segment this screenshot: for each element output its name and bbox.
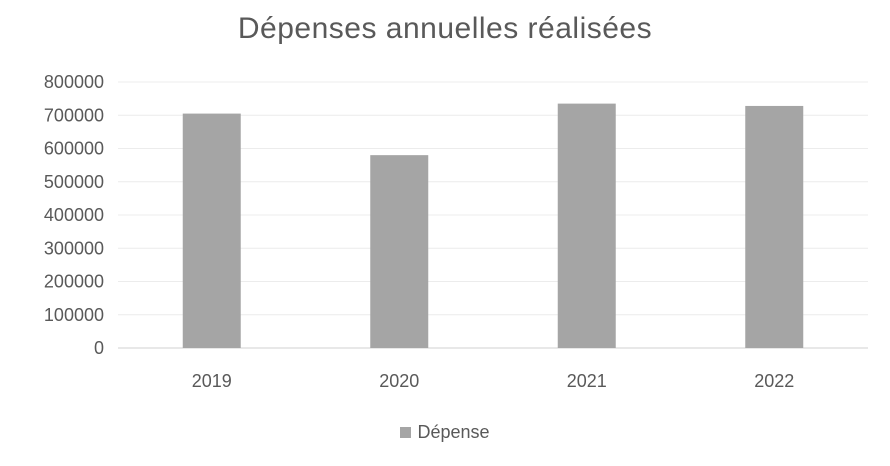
y-tick-label: 600000 [44, 139, 104, 159]
bar-2020 [370, 155, 429, 348]
y-tick-label: 100000 [44, 305, 104, 325]
x-tick-label: 2022 [754, 371, 794, 391]
y-tick-label: 700000 [44, 105, 104, 125]
x-tick-label: 2019 [192, 371, 232, 391]
chart-title: Dépenses annuelles réalisées [237, 12, 653, 45]
y-tick-label: 300000 [44, 238, 104, 258]
legend: Dépense [0, 422, 890, 443]
x-tick-label: 2021 [567, 371, 607, 391]
bar-2022 [745, 105, 804, 348]
bar-2019 [182, 113, 241, 349]
y-tick-label: 400000 [44, 205, 104, 225]
legend-swatch [400, 427, 412, 438]
x-tick-label: 2020 [379, 371, 419, 391]
y-tick-label: 200000 [44, 272, 104, 292]
y-tick-label: 0 [94, 338, 104, 358]
y-tick-label: 800000 [44, 72, 104, 92]
legend-label: Dépense [417, 422, 490, 442]
bar-2021 [557, 103, 616, 348]
y-tick-label: 500000 [44, 172, 104, 192]
